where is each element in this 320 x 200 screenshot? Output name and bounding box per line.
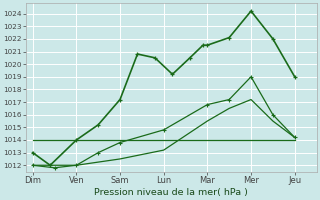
X-axis label: Pression niveau de la mer( hPa ): Pression niveau de la mer( hPa )	[94, 188, 248, 197]
